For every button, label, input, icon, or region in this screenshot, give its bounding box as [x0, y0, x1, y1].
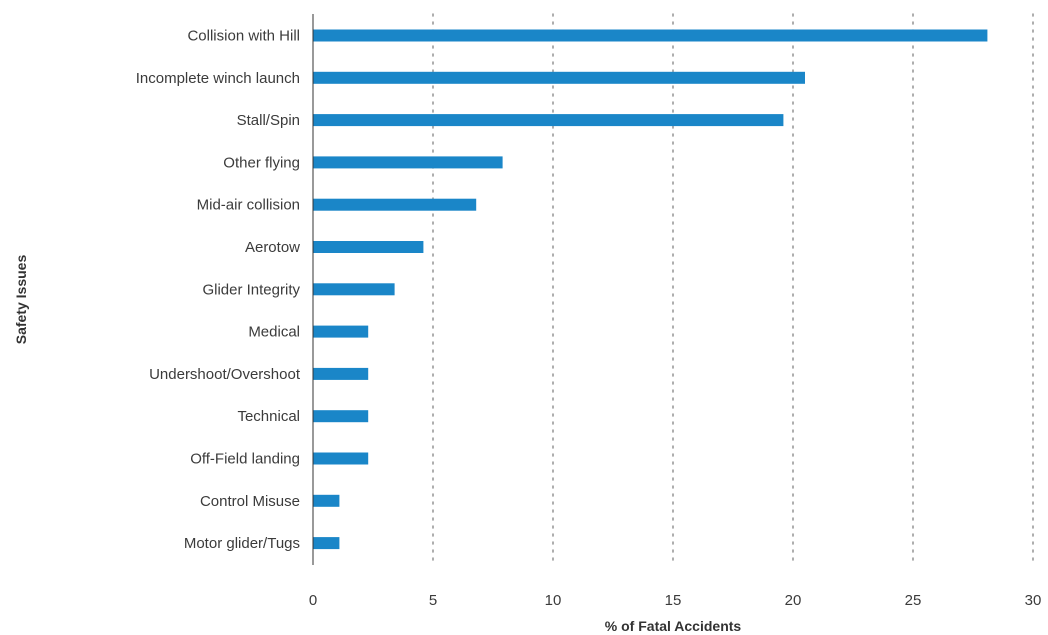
category-label: Stall/Spin	[237, 112, 300, 129]
category-label: Control Misuse	[200, 493, 300, 510]
x-tick-label: 0	[309, 592, 317, 609]
category-label: Motor glider/Tugs	[184, 535, 300, 552]
category-label: Other flying	[223, 154, 300, 171]
gridlines	[432, 13, 1034, 566]
category-label: Aerotow	[245, 239, 300, 256]
bar	[313, 198, 477, 211]
category-label: Technical	[237, 408, 300, 425]
x-tick-label: 10	[545, 592, 562, 609]
x-tick-label: 15	[665, 592, 682, 609]
x-tick-label: 30	[1025, 592, 1042, 609]
bar	[313, 114, 784, 127]
bar	[313, 410, 369, 423]
bar	[313, 29, 988, 42]
x-tick-label: 25	[905, 592, 922, 609]
bar	[313, 494, 340, 507]
bar	[313, 241, 424, 253]
category-labels: Collision with Hill Incomplete winch laun…	[136, 28, 301, 553]
y-axis-title: Safety Issues	[13, 255, 29, 345]
bar	[313, 452, 369, 465]
x-tick-label: 20	[785, 592, 802, 609]
category-label: Medical	[248, 324, 300, 341]
category-label: Undershoot/Overshoot	[149, 366, 301, 383]
bar	[313, 71, 805, 84]
category-label: Mid-air collision	[197, 197, 300, 214]
bar	[313, 537, 340, 550]
x-axis-title: % of Fatal Accidents	[605, 618, 742, 634]
category-label: Glider Integrity	[202, 281, 300, 298]
bar	[313, 367, 369, 380]
x-tick-label: 5	[429, 592, 437, 609]
bar	[313, 325, 369, 338]
category-label: Collision with Hill	[187, 28, 300, 45]
bars	[313, 29, 988, 550]
category-label: Incomplete winch launch	[136, 70, 300, 87]
bar	[313, 156, 503, 169]
x-tick-labels: 0 5 10 15 20 25 30	[309, 592, 1042, 609]
bar	[313, 283, 395, 296]
category-label: Off-Field landing	[190, 451, 300, 468]
